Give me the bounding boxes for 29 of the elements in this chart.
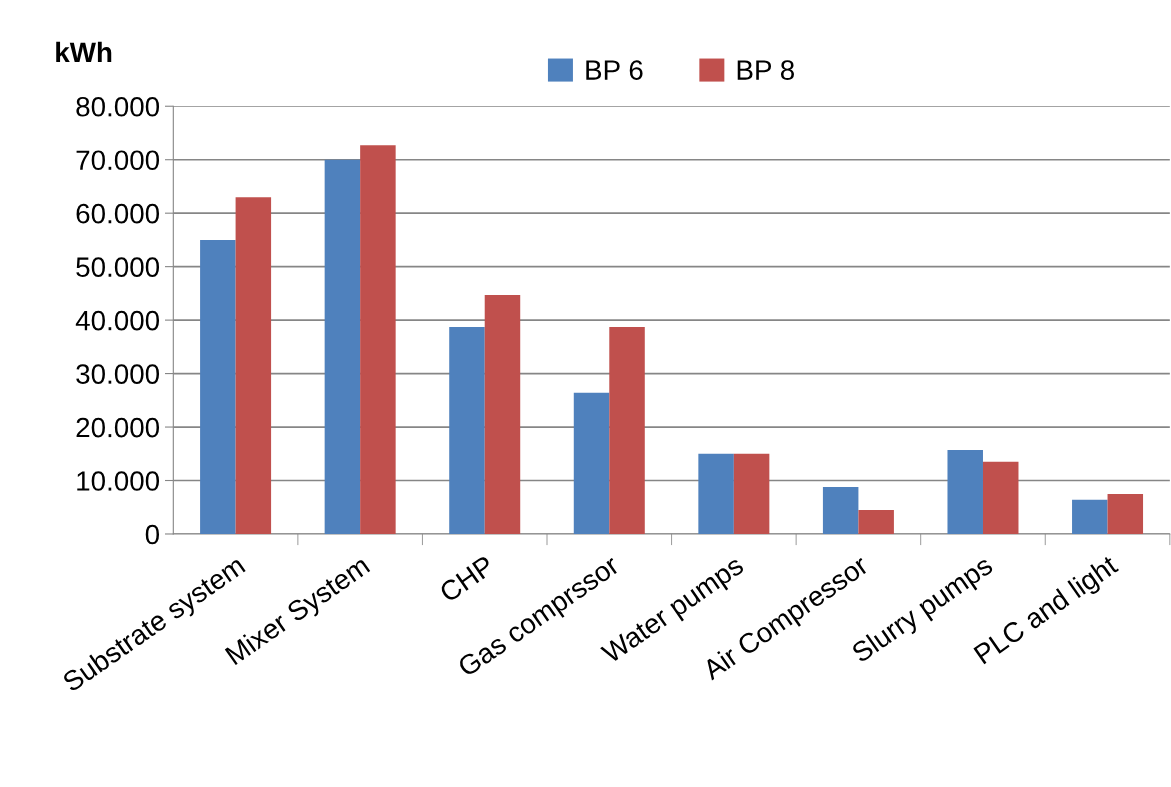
bar [235,197,272,534]
y-tick-label: 0 [145,524,160,545]
bar [698,453,734,534]
bar [609,327,645,534]
x-tick-label: CHP [438,554,496,603]
y-tick-label: 40.000 [75,310,160,331]
y-tick-label: 70.000 [76,150,160,171]
bar [324,159,361,534]
y-tick-label: 80.000 [76,96,160,117]
bar [484,294,521,534]
y-tick-label: 30.000 [76,364,160,384]
legend-label: BP 6 [586,60,643,80]
bar [1107,493,1144,534]
y-tick-label: 20.000 [76,417,160,438]
bar [858,509,894,534]
legend-label: BP 8 [737,60,794,80]
y-axis-title: kWh [56,41,112,62]
y-tick-label: 10.000 [77,471,160,491]
bar [982,461,1019,534]
bar [733,453,770,534]
bar [947,450,983,534]
bar [360,145,396,534]
bar [449,327,485,534]
bar [822,486,859,534]
bar [1072,499,1108,534]
bar [573,392,610,534]
y-tick-label: 60.000 [76,203,160,224]
bar [200,239,236,534]
y-tick-label: 50.000 [76,257,160,277]
